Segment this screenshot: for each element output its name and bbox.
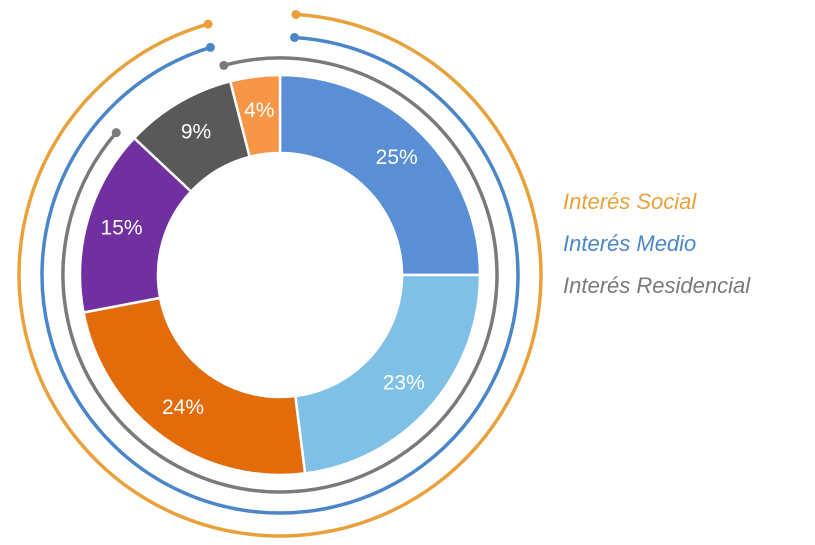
data-label: 25% — [376, 146, 418, 169]
legend-label: Interés Social — [563, 189, 697, 214]
data-label: 24% — [162, 396, 204, 419]
data-label: 15% — [101, 217, 143, 240]
residencial-arc — [61, 56, 499, 494]
segment — [293, 273, 482, 475]
data-label: 23% — [383, 372, 425, 395]
social-arc-dot — [203, 19, 213, 29]
medio-arc-dot — [205, 42, 215, 52]
social-arc — [17, 12, 543, 538]
social-arc-dot — [291, 9, 301, 19]
residencial-arc-dot — [219, 60, 229, 70]
data-label: 9% — [181, 121, 211, 144]
medio-arc — [40, 35, 520, 515]
segment — [228, 73, 282, 159]
segment — [82, 296, 307, 477]
data-label: 4% — [244, 99, 274, 122]
segment — [278, 73, 482, 277]
legend-label: Interés Residencial — [563, 273, 751, 298]
residencial-arc-dot — [111, 128, 121, 138]
legend-label: Interés Medio — [563, 231, 696, 256]
medio-arc-dot — [290, 32, 300, 42]
